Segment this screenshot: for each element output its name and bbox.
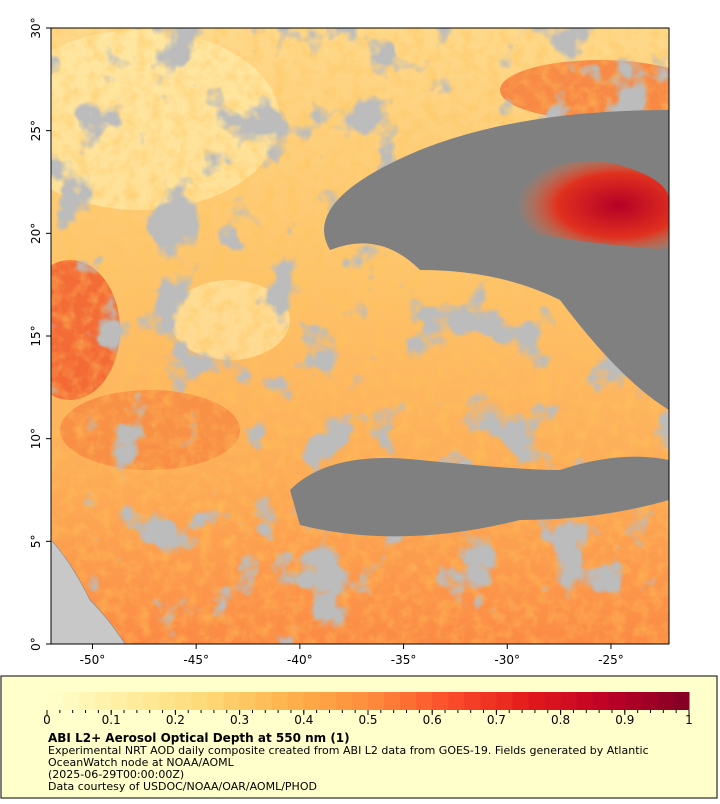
colorbar-segment (592, 692, 610, 710)
colorbar-segment (223, 692, 241, 710)
colorbar-tick-label: 0.3 (230, 713, 249, 727)
colorbar-segment (672, 692, 690, 710)
colorbar-tick-label: 1 (685, 713, 693, 727)
colorbar-segment (416, 692, 433, 710)
x-tick-label: -40° (287, 653, 313, 667)
colorbar-tick-label: 0.2 (166, 713, 185, 727)
colorbar-segment (143, 692, 160, 710)
colorbar-tick-label: 0.6 (423, 713, 442, 727)
x-tick-label: -30° (494, 653, 520, 667)
colorbar-segment (255, 692, 273, 710)
colorbar-segment (624, 692, 642, 710)
colorbar-segment (560, 692, 578, 710)
caption-title: ABI L2+ Aerosol Optical Depth at 550 nm … (48, 731, 350, 745)
y-tick-label: 10° (29, 428, 43, 449)
colorbar-segment (480, 692, 497, 710)
colorbar-segment (191, 692, 208, 710)
colorbar-segment (175, 692, 192, 710)
colorbar-segment (319, 692, 337, 710)
colorbar-segment (95, 692, 112, 710)
y-tick-label: 30° (29, 17, 43, 38)
colorbar-segment (207, 692, 225, 710)
colorbar-segment (640, 692, 658, 710)
colorbar-segment (464, 692, 481, 710)
y-tick-label: 5° (29, 535, 43, 549)
missing-data (290, 456, 669, 537)
colorbar-segment (432, 692, 449, 710)
colorbar-segment (303, 692, 321, 710)
colorbar-segment (576, 692, 594, 710)
colorbar-segment (47, 692, 64, 710)
colorbar-segment (239, 692, 257, 710)
colorbar-segment (335, 692, 353, 710)
map-area (51, 28, 669, 644)
colorbar-tick-label: 0.9 (615, 713, 634, 727)
y-tick-label: 15° (29, 325, 43, 346)
colorbar-tick-label: 0.1 (102, 713, 121, 727)
colorbar-segment (351, 692, 369, 710)
x-tick-label: -35° (391, 653, 417, 667)
caption-line: Experimental NRT AOD daily composite cre… (48, 744, 649, 757)
caption-line: OceanWatch node at NOAA/AOML (48, 756, 235, 769)
x-tick-label: -50° (80, 653, 106, 667)
colorbar-tick-label: 0.5 (358, 713, 377, 727)
colorbar-segment (271, 692, 289, 710)
colorbar-segment (111, 692, 128, 710)
x-tick-label: -25° (598, 653, 624, 667)
colorbar-segment (544, 692, 562, 710)
colorbar-segment (608, 692, 626, 710)
colorbar-segment (63, 692, 80, 710)
colorbar-segment (368, 692, 385, 710)
colorbar-segment (127, 692, 144, 710)
land (51, 539, 126, 644)
colorbar-segment (528, 692, 546, 710)
colorbar-segment (448, 692, 465, 710)
colorbar-segment (79, 692, 96, 710)
aod-plume (500, 160, 669, 250)
caption-line: Data courtesy of USDOC/NOAA/OAR/AOML/PHO… (48, 780, 317, 793)
y-tick-label: 20° (29, 223, 43, 244)
colorbar-tick-label: 0.7 (487, 713, 506, 727)
colorbar-tick-label: 0.4 (294, 713, 313, 727)
colorbar-segment (496, 692, 513, 710)
colorbar-segment (656, 692, 674, 710)
caption-line: (2025-06-29T00:00:00Z) (48, 768, 184, 781)
colorbar-segment (384, 692, 401, 710)
colorbar-tick-label: 0.8 (551, 713, 570, 727)
y-tick-label: 0° (29, 637, 43, 651)
x-tick-label: -45° (183, 653, 209, 667)
colorbar-segment (287, 692, 305, 710)
colorbar-segment (400, 692, 417, 710)
y-tick-label: 25° (29, 120, 43, 141)
colorbar-segment (512, 692, 529, 710)
colorbar-tick-label: 0 (43, 713, 51, 727)
colorbar-segment (159, 692, 176, 710)
